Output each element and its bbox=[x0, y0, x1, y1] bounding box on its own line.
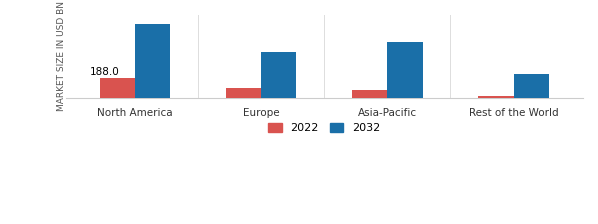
Bar bbox=[478, 96, 514, 98]
Legend: 2022, 2032: 2022, 2032 bbox=[266, 121, 383, 136]
Bar bbox=[135, 24, 170, 98]
Text: 188.0: 188.0 bbox=[90, 67, 119, 77]
Bar bbox=[100, 78, 135, 98]
Bar bbox=[514, 73, 549, 98]
Y-axis label: MARKET SIZE IN USD BN: MARKET SIZE IN USD BN bbox=[57, 2, 66, 112]
Bar bbox=[226, 88, 261, 98]
Bar bbox=[388, 42, 423, 98]
Bar bbox=[352, 90, 388, 98]
Bar bbox=[261, 52, 297, 98]
